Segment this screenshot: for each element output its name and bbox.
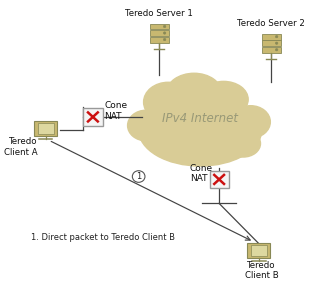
Circle shape	[163, 32, 166, 34]
Circle shape	[163, 39, 166, 41]
Ellipse shape	[128, 110, 164, 141]
Ellipse shape	[231, 106, 270, 138]
Circle shape	[275, 42, 278, 44]
Ellipse shape	[166, 73, 222, 113]
Text: 1. Direct packet to Teredo Client B: 1. Direct packet to Teredo Client B	[31, 233, 175, 242]
Text: IPv4 Internet: IPv4 Internet	[162, 112, 238, 125]
Text: 1: 1	[136, 172, 141, 181]
FancyBboxPatch shape	[247, 243, 270, 258]
Ellipse shape	[226, 130, 261, 157]
Circle shape	[275, 36, 278, 38]
Text: Teredo Server 1: Teredo Server 1	[125, 9, 193, 18]
FancyBboxPatch shape	[150, 30, 169, 36]
Text: Teredo Server 2: Teredo Server 2	[237, 19, 305, 28]
Text: Teredo
Client B: Teredo Client B	[245, 261, 279, 280]
FancyBboxPatch shape	[262, 40, 281, 46]
Text: Teredo
Client A: Teredo Client A	[4, 137, 38, 157]
Ellipse shape	[144, 82, 193, 122]
FancyBboxPatch shape	[34, 121, 57, 136]
FancyBboxPatch shape	[38, 123, 54, 133]
FancyBboxPatch shape	[209, 171, 229, 188]
FancyBboxPatch shape	[262, 34, 281, 40]
Circle shape	[275, 48, 278, 51]
FancyBboxPatch shape	[83, 108, 103, 126]
Circle shape	[132, 171, 145, 182]
Ellipse shape	[139, 94, 262, 166]
FancyBboxPatch shape	[251, 245, 267, 256]
FancyBboxPatch shape	[262, 47, 281, 53]
Text: Cone
NAT: Cone NAT	[190, 164, 213, 183]
Circle shape	[163, 25, 166, 28]
Text: Cone
NAT: Cone NAT	[104, 101, 127, 121]
Ellipse shape	[199, 81, 248, 117]
FancyBboxPatch shape	[150, 24, 169, 29]
FancyBboxPatch shape	[150, 36, 169, 43]
